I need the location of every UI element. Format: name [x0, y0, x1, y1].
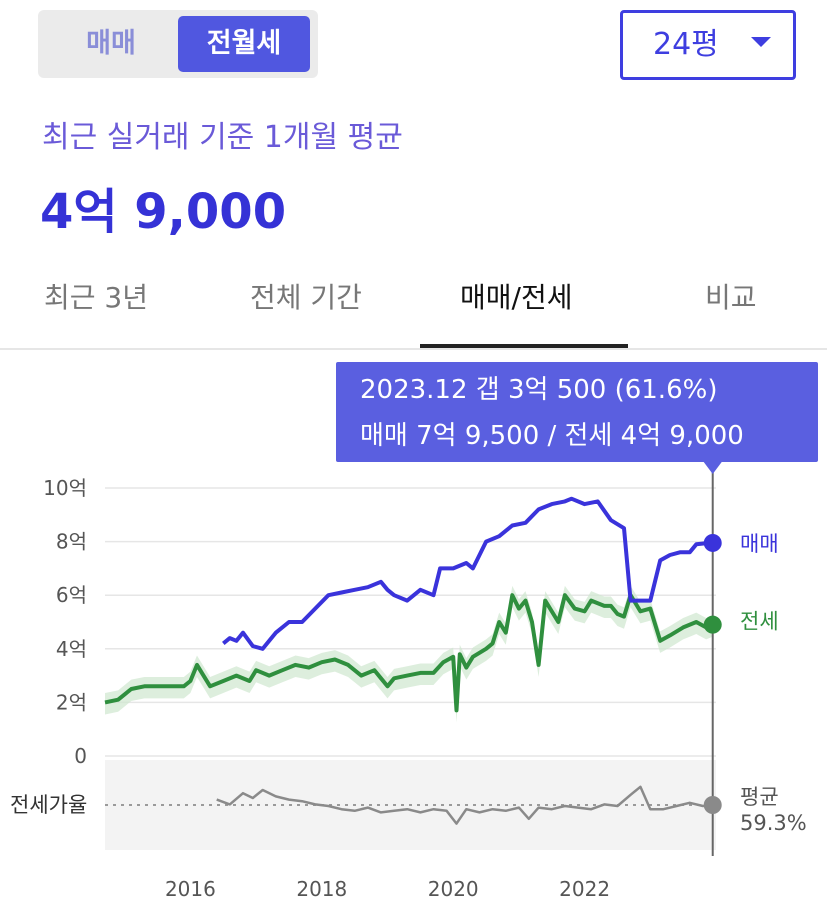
y-tick-label: 0 [74, 744, 87, 768]
chevron-down-icon [751, 37, 771, 47]
active-tab-indicator [420, 344, 628, 348]
size-select-value: 24평 [653, 27, 719, 62]
ratio-average-value: 59.3% [740, 811, 807, 835]
tooltip-pointer [703, 462, 722, 474]
tab-compare[interactable]: 비교 [705, 281, 757, 314]
sale-toggle-button[interactable]: 매매 [86, 28, 136, 59]
x-tick-label: 2018 [296, 877, 347, 901]
trade-type-toggle: 매매 전월세 [38, 10, 318, 78]
average-price: 4억 9,000 [40, 184, 287, 240]
x-tick-label: 2016 [165, 877, 216, 901]
y-tick-label: 2억 [56, 690, 87, 714]
tooltip-box [336, 362, 818, 462]
y-tick-label: 6억 [56, 583, 87, 607]
tooltip-line2: 매매 7억 9,500 / 전세 4억 9,000 [360, 421, 744, 451]
sale-end-dot [703, 533, 722, 552]
y-tick-label: 4억 [56, 637, 87, 661]
x-tick-label: 2020 [428, 877, 479, 901]
jeonse-line [104, 593, 714, 713]
ratio-label: 전세가율 [10, 793, 87, 817]
sale-series-label: 매매 [740, 532, 779, 556]
jeonse-end-dot [703, 615, 722, 634]
ratio-line [216, 785, 713, 825]
tab-sale-jeonse[interactable]: 매매/전세 [460, 281, 573, 314]
y-tick-label: 8억 [56, 530, 87, 554]
ratio-average-label: 평균 [740, 785, 779, 809]
x-tick-label: 2022 [559, 877, 610, 901]
jeonse-series-label: 전세 [740, 610, 779, 634]
price-basis-subtitle: 최근 실거래 기준 1개월 평균 [42, 120, 403, 155]
size-select[interactable]: 24평 [620, 10, 796, 80]
rent-toggle-button[interactable]: 전월세 [178, 16, 310, 72]
period-tabs: 최근 3년 전체 기간 매매/전세 비교 [0, 262, 827, 350]
tab-recent-3-years[interactable]: 최근 3년 [44, 281, 148, 314]
y-tick-label: 10억 [43, 476, 87, 500]
ratio-end-dot [703, 796, 722, 814]
tooltip-line1: 2023.12 갭 3억 500 (61.6%) [360, 375, 717, 405]
tab-all-period[interactable]: 전체 기간 [250, 281, 362, 314]
sale-line [222, 496, 710, 651]
